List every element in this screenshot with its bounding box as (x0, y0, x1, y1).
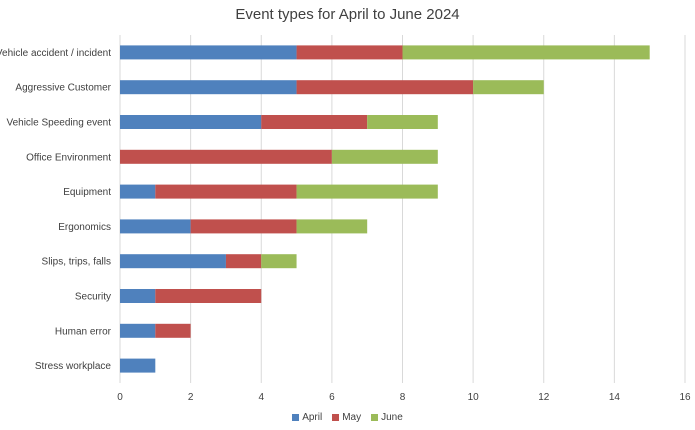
category-label: Stress workplace (35, 361, 112, 372)
x-tick-label: 4 (258, 392, 264, 403)
x-tick-labels: 0 2 4 6 8 10 12 14 16 (117, 392, 691, 403)
legend-item-june: June (371, 412, 403, 423)
bar-segment-may-3 (120, 149, 332, 164)
legend-swatch-may (332, 414, 340, 421)
bar-segment-may-7 (155, 289, 262, 303)
bar-segment-june-0 (402, 45, 650, 60)
bar-segment-may-0 (296, 45, 403, 60)
category-label: Equipment (63, 187, 111, 198)
x-tick-label: 8 (400, 392, 406, 403)
category-label: Office Environment (26, 152, 111, 163)
category-label: Slips, trips, falls (42, 257, 111, 268)
bar-segment-may-4 (155, 184, 297, 199)
category-label: Vehicle accident / incident (0, 48, 111, 59)
legend-swatch-june (371, 414, 379, 421)
legend-item-april: April (292, 412, 322, 423)
bar-segment-april-8 (120, 323, 156, 338)
bar-segment-may-6 (225, 254, 262, 269)
x-tick-label: 0 (117, 392, 123, 403)
legend: April May June (0, 412, 695, 423)
bar-segment-may-5 (190, 219, 297, 234)
category-labels: Vehicle accident / incident Aggressive Cu… (0, 48, 112, 372)
bar-segment-june-5 (296, 219, 368, 234)
x-tick-label: 16 (679, 392, 691, 403)
bar-segment-april-6 (120, 254, 226, 269)
x-tick-label: 14 (609, 392, 621, 403)
x-tick-label: 2 (188, 392, 194, 403)
category-label: Vehicle Speeding event (6, 118, 111, 129)
bar-segment-april-9 (120, 358, 156, 373)
bar-segment-april-0 (120, 45, 297, 60)
x-tick-label: 12 (538, 392, 550, 403)
bar-segment-june-3 (331, 149, 438, 164)
bar-segment-april-5 (120, 219, 191, 234)
bar-segment-april-7 (120, 289, 156, 303)
category-label: Human error (55, 326, 112, 337)
bar-segment-june-6 (261, 254, 297, 269)
legend-swatch-april (292, 414, 300, 421)
legend-label-may: May (342, 412, 362, 423)
legend-item-may: May (332, 412, 361, 423)
x-tick-label: 10 (468, 392, 480, 403)
bar-segment-june-4 (296, 184, 438, 199)
bar-segment-april-2 (120, 115, 262, 129)
gridlines (119, 35, 686, 383)
legend-label-april: April (302, 412, 323, 423)
bar-segment-june-2 (367, 115, 438, 129)
category-label: Aggressive Customer (15, 83, 111, 94)
bar-segment-april-1 (120, 80, 297, 95)
bar-segment-june-1 (473, 80, 544, 95)
category-label: Security (75, 292, 111, 303)
bar-segment-may-1 (296, 80, 474, 95)
bar-segment-may-8 (155, 323, 191, 338)
bars (120, 45, 650, 373)
chart-title: Event types for April to June 2024 (235, 6, 460, 23)
bar-segment-april-4 (120, 184, 156, 199)
x-tick-label: 6 (329, 392, 335, 403)
category-label: Ergonomics (58, 222, 111, 233)
legend-label-june: June (381, 412, 403, 423)
bar-segment-may-2 (261, 115, 368, 129)
